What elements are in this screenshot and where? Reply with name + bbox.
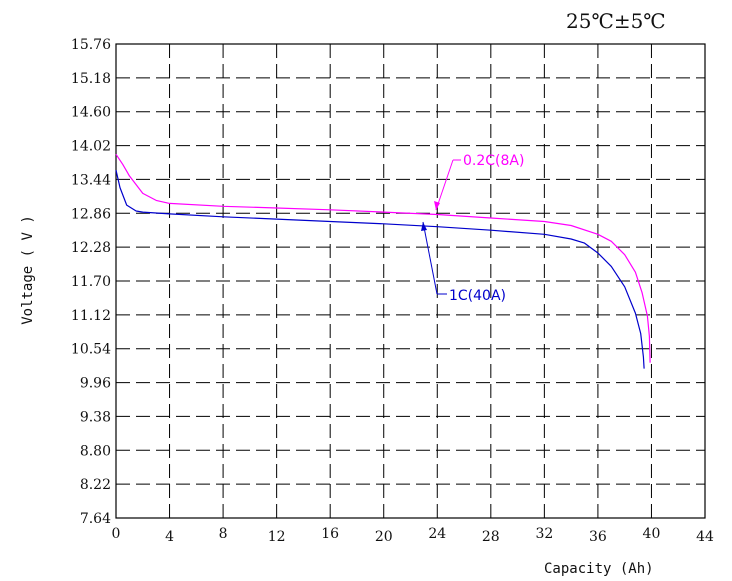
y-tick-label: 8.80 — [80, 443, 111, 459]
series-1-arrow-head — [421, 222, 427, 231]
y-tick-label: 7.64 — [80, 511, 111, 527]
y-tick-label: 13.44 — [71, 172, 111, 188]
x-tick-label: 24 — [428, 526, 446, 542]
series-0-arrow-head — [434, 201, 440, 210]
series-lines — [115, 153, 651, 369]
x-axis-title: Capacity (Ah) — [544, 561, 654, 577]
y-tick-label: 9.96 — [80, 376, 111, 392]
series-1-label-arrow — [422, 221, 438, 295]
x-tick-label: 28 — [482, 529, 500, 545]
y-tick-label: 12.28 — [71, 240, 111, 256]
x-tick-label: 16 — [321, 526, 339, 542]
plot-frame — [115, 43, 706, 519]
series-0-label-arrow — [435, 159, 454, 211]
x-tick-labels: 0 4 8 12 16 20 24 28 32 36 40 44 — [112, 526, 714, 545]
y-tick-label: 14.02 — [71, 139, 111, 155]
series-line-0 — [115, 153, 651, 363]
y-tick-label: 15.18 — [71, 71, 111, 87]
y-tick-label: 12.86 — [71, 206, 111, 222]
y-tick-label: 11.12 — [71, 308, 111, 324]
series-line-1 — [115, 169, 645, 369]
x-tick-label: 8 — [219, 526, 228, 542]
y-tick-label: 11.70 — [71, 274, 111, 290]
grid-lines — [116, 44, 705, 518]
x-tick-label: 20 — [375, 529, 393, 545]
y-tick-label: 15.76 — [71, 37, 111, 53]
x-tick-label: 0 — [112, 526, 121, 542]
x-tick-label: 12 — [268, 529, 286, 545]
y-axis-title: Voltage ( V ) — [20, 215, 36, 325]
series-1-label: 1C(40A) — [449, 288, 506, 304]
series-0-label: 0.2C(8A) — [463, 153, 524, 169]
y-tick-label: 9.38 — [80, 409, 111, 425]
y-tick-label: 14.60 — [71, 105, 111, 121]
temperature-annotation: 25℃±5℃ — [566, 9, 666, 33]
x-tick-label: 36 — [589, 529, 607, 545]
x-tick-label: 44 — [696, 529, 714, 545]
y-tick-label: 8.22 — [80, 477, 111, 493]
y-tick-labels: 15.76 15.18 14.60 14.02 13.44 12.86 12.28 11.70… — [71, 37, 111, 527]
x-tick-label: 40 — [643, 526, 661, 542]
y-tick-label: 10.54 — [71, 342, 111, 358]
x-tick-label: 32 — [535, 526, 553, 542]
x-tick-label: 4 — [165, 529, 174, 545]
